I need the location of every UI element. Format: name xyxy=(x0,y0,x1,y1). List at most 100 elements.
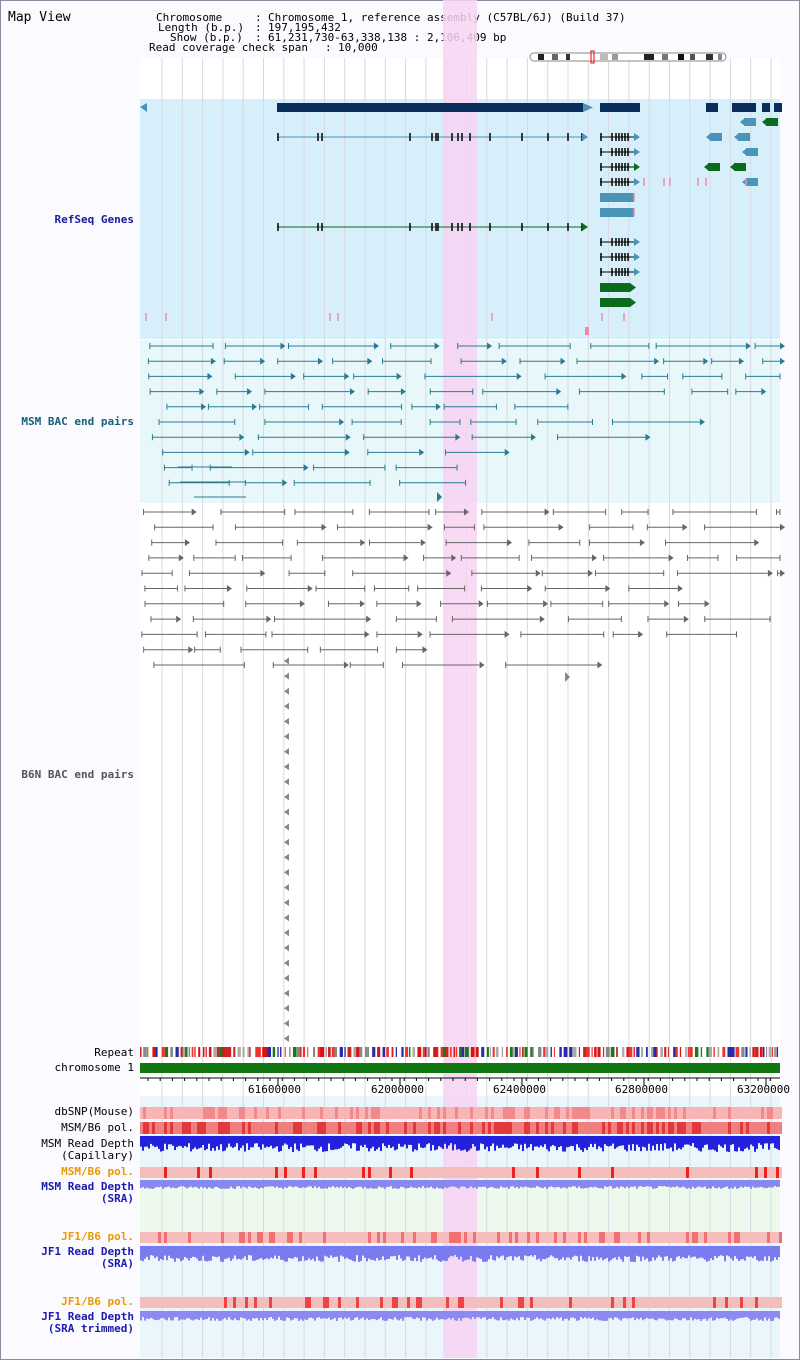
depth-bar xyxy=(466,1136,468,1152)
heat-cell xyxy=(212,1107,215,1119)
heat-cell xyxy=(473,1232,476,1243)
heat-cell xyxy=(722,1232,725,1243)
bac-arrow xyxy=(349,388,355,396)
heat-cell xyxy=(416,1297,419,1308)
depth-bar xyxy=(676,1311,678,1320)
heat-cell xyxy=(728,1122,731,1134)
heat-cell xyxy=(749,1107,752,1119)
depth-bar xyxy=(612,1136,614,1144)
depth-bar xyxy=(232,1136,234,1148)
depth-bar xyxy=(358,1246,360,1262)
depth-bar xyxy=(214,1136,216,1151)
depth-bar xyxy=(218,1136,220,1150)
heat-cell xyxy=(476,1167,479,1178)
heat-cell xyxy=(596,1297,599,1308)
depth-bar xyxy=(360,1246,362,1262)
heat-cell xyxy=(437,1122,440,1134)
depth-bar xyxy=(254,1136,256,1144)
heat-cell xyxy=(254,1122,257,1134)
heat-cell xyxy=(449,1107,452,1119)
heat-cell xyxy=(629,1122,632,1134)
track-label-b6n-bac[interactable]: B6N BAC end pairs xyxy=(21,768,134,781)
depth-bar xyxy=(216,1136,218,1147)
depth-bar xyxy=(454,1136,456,1145)
heat-cell xyxy=(599,1297,602,1308)
depth-bar xyxy=(350,1246,352,1260)
heat-cell xyxy=(386,1122,389,1134)
depth-bar xyxy=(302,1246,304,1257)
heat-cell xyxy=(734,1107,737,1119)
heat-cell xyxy=(758,1122,761,1134)
heat-cell xyxy=(761,1107,764,1119)
depth-bar xyxy=(272,1180,274,1187)
depth-bar xyxy=(304,1246,306,1261)
depth-bar xyxy=(338,1311,340,1318)
depth-bar xyxy=(394,1136,396,1151)
heat-cell xyxy=(218,1167,221,1178)
repeat-mark xyxy=(532,1047,534,1057)
repeat-mark xyxy=(673,1047,677,1057)
depth-bar xyxy=(154,1136,156,1148)
heat-cell xyxy=(578,1107,581,1119)
depth-bar xyxy=(428,1246,430,1259)
repeat-mark xyxy=(585,1047,590,1057)
heat-cell xyxy=(341,1232,344,1243)
depth-bar xyxy=(216,1246,218,1258)
depth-bar xyxy=(444,1246,446,1261)
heat-cell xyxy=(773,1297,776,1308)
depth-bar xyxy=(632,1246,634,1262)
heat-cell xyxy=(524,1167,527,1178)
heat-cell xyxy=(677,1232,680,1243)
heat-cell xyxy=(476,1107,479,1119)
depth-bar xyxy=(236,1180,238,1187)
depth-bar xyxy=(356,1180,358,1188)
depth-bar xyxy=(606,1180,608,1188)
depth-bar xyxy=(540,1136,542,1146)
depth-bar xyxy=(620,1311,622,1321)
heat-cell xyxy=(692,1297,695,1308)
depth-bar xyxy=(638,1180,640,1187)
heat-cell xyxy=(524,1107,527,1119)
heat-cell xyxy=(374,1232,377,1243)
heat-cell xyxy=(770,1122,773,1134)
depth-bar xyxy=(362,1311,364,1318)
repeat-mark xyxy=(408,1047,411,1057)
depth-bar xyxy=(564,1311,566,1320)
depth-bar xyxy=(146,1136,148,1147)
depth-bar xyxy=(214,1246,216,1257)
heat-cell xyxy=(557,1232,560,1243)
depth-bar xyxy=(414,1311,416,1320)
depth-bar xyxy=(390,1246,392,1257)
depth-bar xyxy=(218,1311,220,1321)
depth-bar xyxy=(180,1136,182,1147)
depth-bar xyxy=(262,1311,264,1321)
track-label-msm-bac[interactable]: MSM BAC end pairs xyxy=(21,415,134,428)
bac-arrow xyxy=(487,342,493,350)
bac-arrow xyxy=(201,403,207,411)
heat-cell xyxy=(548,1167,551,1178)
heat-cell xyxy=(335,1167,338,1178)
depth-bar xyxy=(184,1311,186,1320)
depth-bar xyxy=(684,1311,686,1319)
depth-bar xyxy=(296,1136,298,1150)
depth-bar xyxy=(776,1136,778,1149)
depth-bar xyxy=(598,1246,600,1260)
heat-cell xyxy=(662,1297,665,1308)
track-label-chromosome: chromosome 1 xyxy=(54,1061,134,1074)
heat-cell xyxy=(461,1122,464,1134)
heat-cell xyxy=(617,1107,620,1119)
track-label-refseq[interactable]: RefSeq Genes xyxy=(54,213,134,226)
heat-cell xyxy=(629,1297,632,1308)
depth-bar xyxy=(490,1311,492,1319)
depth-bar xyxy=(708,1246,710,1261)
depth-bar xyxy=(284,1311,286,1321)
heat-cell xyxy=(239,1232,242,1243)
bac-arrow xyxy=(360,539,366,547)
ideogram-band xyxy=(538,54,544,60)
heat-cell xyxy=(671,1122,674,1134)
depth-bar xyxy=(324,1136,326,1152)
heat-cell xyxy=(215,1107,218,1119)
bac-arrow xyxy=(416,600,422,608)
depth-bar xyxy=(468,1136,470,1151)
depth-bar xyxy=(708,1180,710,1189)
